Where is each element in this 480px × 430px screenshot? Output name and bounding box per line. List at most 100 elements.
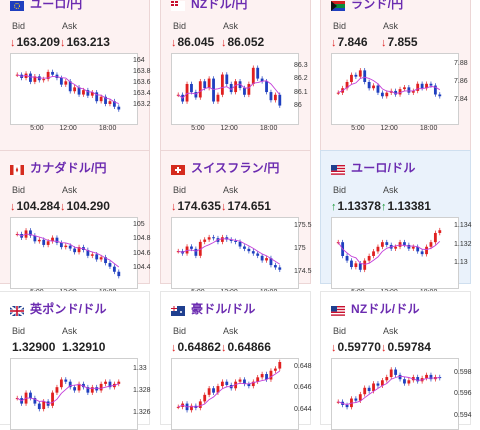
candle-body [438,94,442,97]
candlestick-svg [336,367,442,410]
candle-body [243,88,246,95]
candle-body [86,387,90,393]
price-chart [171,217,299,289]
candle-body [207,78,211,89]
ask-label: Ask [223,326,239,336]
candle-body [220,74,224,95]
ask-value: 1.32910 [62,340,106,354]
price-chart [331,358,459,430]
candlestick-svg [176,65,282,108]
candle-body [372,85,375,89]
down-arrow-icon: ↓ [221,342,227,354]
y-tick-label: 0.646 [294,384,312,392]
candle-body [398,89,402,95]
rate-card-eur-usd[interactable]: ユーロ/ドル Bid Ask ↑1.13378 ↑1.13381 1.134 1.… [320,150,472,296]
candle-body [68,81,72,92]
moving-average-line [338,375,440,406]
pair-label: 豪ドル/ドル [191,301,256,316]
rate-card-zar-jpy[interactable]: ランド/円 Bid Ask ↓7.846 ↓7.855 7.88 7.86 7.84… [320,0,471,152]
candle-body [112,101,116,107]
candle-body [216,94,220,102]
candle-body [376,383,380,386]
candle-body [278,362,282,369]
rate-card-aud-usd[interactable]: 豪ドル/ドル Bid Ask ↓0.64862 ↓0.64866 0.648 0.… [160,291,312,430]
candle-body [265,374,268,380]
candle-body [433,232,437,243]
pair-label: ユーロ/円 [30,0,83,11]
pair-label: NZドル/ドル [351,301,420,316]
bid-value: ↓174.635 [171,199,221,213]
candle-body [95,254,99,260]
candle-body [376,85,380,93]
price-chart [171,53,299,125]
y-tick-label: 164 [133,56,145,64]
rate-card-eur-jpy[interactable]: ユーロ/円 Bid Ask ↓163.209 ↓163.213 164 163.8… [0,0,151,152]
rate-card-nzd-usd[interactable]: NZドル/ドル Bid Ask ↓0.59770 ↓0.59784 0.598 0… [320,291,472,430]
x-tick-label: 12:00 [59,125,77,132]
candle-body [345,404,349,408]
pair-label: NZドル/円 [191,0,248,11]
us-flag-icon [331,303,345,316]
candlestick-svg [15,69,121,112]
candle-body [416,377,420,382]
price-chart [10,358,138,430]
bid-label: Bid [12,21,26,31]
candle-body [117,271,121,277]
x-tick-label: 18:00 [98,125,117,132]
bid-label: Bid [12,185,26,195]
y-tick-label: 175 [294,245,306,253]
bid-label: Bid [333,21,347,31]
rate-card-nzd-jpy[interactable]: NZドル/円 Bid Ask ↓86.045 ↓86.052 86.3 86.2 8… [160,0,311,152]
down-arrow-icon: ↓ [171,342,177,354]
down-arrow-icon: ↓ [381,342,387,354]
candle-body [269,370,273,380]
candle-body [411,90,415,93]
pair-label: ランド/円 [351,0,404,11]
candle-body [398,374,402,380]
y-tick-label: 163.6 [133,78,151,86]
rate-card-cad-jpy[interactable]: カナダドル/円 Bid Ask ↓104.284 ↓104.290 105 104… [0,150,151,296]
ask-value: ↓86.052 [221,35,265,49]
candle-body [256,377,260,382]
bid-value: ↓7.846 [331,35,368,49]
ask-value: ↑1.13381 [381,199,431,213]
bid-label: Bid [173,185,187,195]
candle-body [207,388,211,395]
us-flag-icon [331,162,345,175]
candle-body [407,87,411,93]
bid-label: Bid [12,326,26,336]
candle-body [185,83,189,102]
candle-body [95,92,99,102]
candle-body [216,386,220,393]
candlestick-svg [176,234,282,273]
candle-body [68,245,72,249]
candle-body [251,251,255,254]
pair-label: スイスフラン/円 [191,160,280,175]
y-tick-label: 175.5 [294,221,312,229]
x-tick-label: 12:00 [220,125,238,132]
candle-body [198,401,202,408]
eu-flag-icon [10,0,24,11]
down-arrow-icon: ↓ [60,37,66,49]
candle-body [51,392,54,406]
x-tick-label: 5:00 [191,125,205,132]
candle-body [243,379,246,384]
candle-body [59,77,63,85]
candle-body [260,255,264,261]
candle-body [247,248,251,252]
rate-card-chf-jpy[interactable]: スイスフラン/円 Bid Ask ↓174.635 ↓174.651 175.5… [160,150,312,296]
candle-body [203,239,207,242]
bid-value: ↓163.209 [10,35,60,49]
candle-body [203,81,207,89]
candle-body [243,246,246,249]
au-flag-icon [171,303,185,316]
moving-average-line [178,238,281,265]
candle-body [90,387,94,393]
candle-body [95,387,99,391]
down-arrow-icon: ↓ [60,201,66,213]
rate-card-gbp-usd[interactable]: 英ポンド/ドル Bid Ask 1.32900 1.32910 1.33 1.32… [0,291,151,430]
ask-label: Ask [383,21,399,31]
bid-label: Bid [333,326,347,336]
candle-body [265,258,268,261]
candle-body [394,90,398,95]
